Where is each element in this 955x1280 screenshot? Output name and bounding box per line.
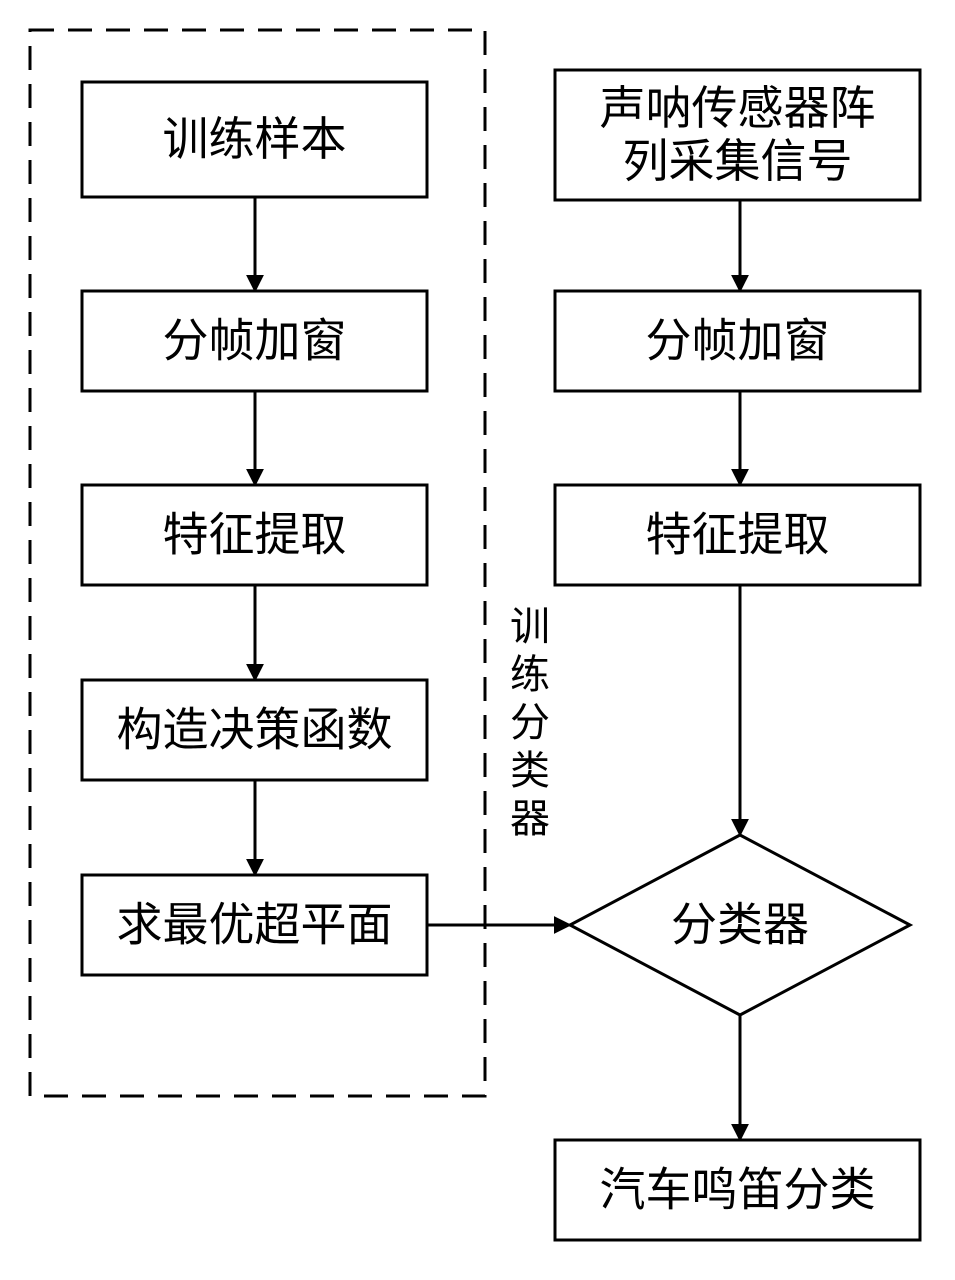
train-classifier-label: 器 bbox=[510, 796, 550, 841]
left-feature-label: 特征提取 bbox=[163, 510, 347, 561]
sonar-array-label: 列采集信号 bbox=[623, 136, 853, 187]
horn-class-label: 汽车鸣笛分类 bbox=[600, 1165, 876, 1216]
sonar-array-label: 声呐传感器阵 bbox=[600, 83, 876, 134]
train-samples-label: 训练样本 bbox=[163, 114, 347, 165]
train-classifier-label: 训 bbox=[510, 604, 550, 649]
decision-fn-label: 构造决策函数 bbox=[117, 705, 393, 756]
train-classifier-label: 类 bbox=[510, 748, 550, 793]
hyperplane-label: 求最优超平面 bbox=[117, 900, 393, 951]
right-frame-window-label: 分帧加窗 bbox=[646, 316, 830, 367]
right-feature-label: 特征提取 bbox=[646, 510, 830, 561]
train-classifier-label: 分 bbox=[510, 700, 550, 745]
classifier-label: 分类器 bbox=[671, 900, 809, 951]
left-frame-window-label: 分帧加窗 bbox=[163, 316, 347, 367]
train-classifier-label: 练 bbox=[510, 652, 550, 697]
